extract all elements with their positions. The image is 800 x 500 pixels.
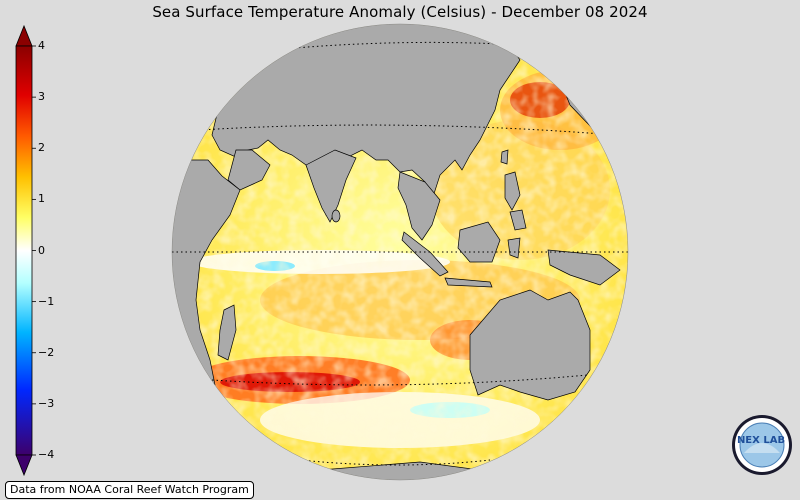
colorbar-tick-label: 1 bbox=[38, 192, 45, 206]
land-antarctica bbox=[319, 461, 481, 480]
colorbar-tick-label: 3 bbox=[38, 90, 45, 104]
colorbar-tick-label: −1 bbox=[38, 294, 55, 308]
colorbar-tick-label: −2 bbox=[38, 345, 55, 359]
colorbar-tick-label: 0 bbox=[38, 243, 45, 257]
logo-text: NEX LAB bbox=[737, 435, 785, 446]
colorbar-tick-marks bbox=[32, 45, 36, 456]
colorbar-extend-bottom bbox=[15, 454, 33, 477]
land-australia bbox=[469, 289, 591, 401]
colorbar bbox=[15, 24, 36, 477]
land-new-guinea bbox=[547, 249, 621, 286]
land-arabia bbox=[227, 149, 271, 191]
land-borneo bbox=[457, 221, 501, 263]
parallels bbox=[172, 41, 628, 466]
colorbar-tick-label: −3 bbox=[38, 396, 55, 410]
nexlab-logo-icon: NEX LAB bbox=[732, 415, 792, 475]
colorbar-tick-label: 2 bbox=[38, 141, 45, 155]
land-java bbox=[444, 277, 493, 288]
globe-disc bbox=[172, 24, 628, 480]
colorbar-tick-label: −4 bbox=[38, 448, 55, 461]
map-title: Sea Surface Temperature Anomaly (Celsius… bbox=[152, 3, 648, 21]
globe-edge bbox=[171, 23, 629, 481]
colorbar-tick-label: 4 bbox=[38, 39, 45, 52]
land-indochina bbox=[397, 171, 441, 241]
land-madagascar bbox=[217, 304, 237, 361]
data-credit: Data from NOAA Coral Reef Watch Program bbox=[5, 481, 254, 499]
land-india bbox=[305, 149, 357, 223]
